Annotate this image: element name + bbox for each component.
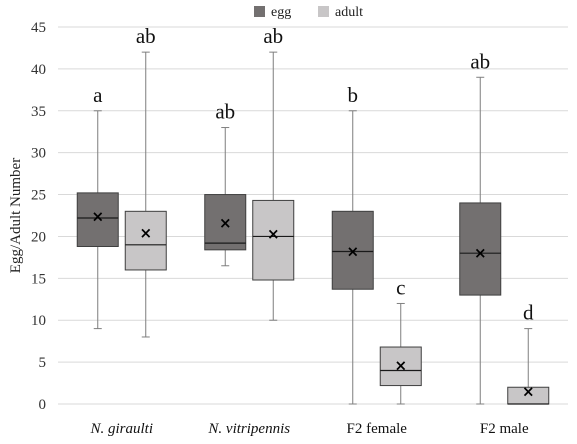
y-tick-label: 10 xyxy=(31,313,46,329)
y-tick-label: 40 xyxy=(31,62,46,78)
mean-marker: × xyxy=(139,224,152,242)
box-adult-1: × ab xyxy=(252,24,295,321)
mean-marker: × xyxy=(267,225,280,243)
mean-marker: × xyxy=(522,382,535,400)
box-adult-3: ×d xyxy=(507,301,550,405)
significance-label: a xyxy=(93,83,103,107)
y-tick-label: 45 xyxy=(31,20,46,36)
x-axis-category-labels: N. giraulti N. vitripennis F2 female F2 mal… xyxy=(89,421,528,437)
y-axis-ticks: 0 5 10 15 20 25 30 35 40 45 xyxy=(31,20,46,413)
category-label: N. vitripennis xyxy=(207,421,290,437)
box-iqr xyxy=(331,210,374,290)
y-tick-label: 35 xyxy=(31,104,46,120)
legend-swatch-adult xyxy=(318,6,329,17)
box-egg-2: ×b xyxy=(331,83,374,405)
mean-marker: × xyxy=(91,207,104,225)
box-adult-2: ×c xyxy=(379,275,422,405)
box-adult-0: × ab xyxy=(124,24,167,338)
category-label: F2 male xyxy=(480,421,529,437)
y-tick-label: 25 xyxy=(31,188,46,204)
box-iqr xyxy=(459,202,502,296)
legend-label-adult: adult xyxy=(335,5,363,20)
box-iqr xyxy=(204,194,247,251)
box-iqr xyxy=(252,199,295,281)
y-tick-label: 20 xyxy=(31,229,46,245)
mean-marker: × xyxy=(346,243,359,261)
box-iqr xyxy=(379,346,422,387)
legend: egg adult xyxy=(254,5,363,20)
box-plot-series: ×a×ab×b×ab×ab×ab×c×d xyxy=(76,24,550,405)
y-tick-label: 5 xyxy=(39,355,47,371)
y-tick-label: 0 xyxy=(39,397,47,413)
category-label: F2 female xyxy=(347,421,408,437)
y-axis-title: Egg/Adult Number xyxy=(8,158,24,273)
significance-label: ab xyxy=(136,24,156,48)
mean-marker: × xyxy=(219,214,232,232)
box-iqr xyxy=(124,210,167,271)
significance-label: ab xyxy=(470,49,490,73)
gridlines xyxy=(58,26,568,405)
box-iqr xyxy=(76,192,119,247)
y-tick-label: 30 xyxy=(31,146,46,162)
legend-label-egg: egg xyxy=(271,5,291,20)
significance-label: ab xyxy=(215,100,235,124)
mean-marker: × xyxy=(394,356,407,374)
box-egg-1: × ab xyxy=(204,100,247,267)
significance-label: c xyxy=(396,275,405,299)
significance-label: d xyxy=(523,301,534,325)
significance-label: ab xyxy=(263,24,283,48)
box-egg-0: ×a xyxy=(76,83,119,330)
mean-marker: × xyxy=(474,244,487,262)
category-label: N. giraulti xyxy=(89,421,153,437)
significance-label: b xyxy=(348,83,359,107)
legend-swatch-egg xyxy=(254,6,265,17)
y-tick-label: 15 xyxy=(31,271,46,287)
box-egg-3: × ab xyxy=(459,49,502,405)
